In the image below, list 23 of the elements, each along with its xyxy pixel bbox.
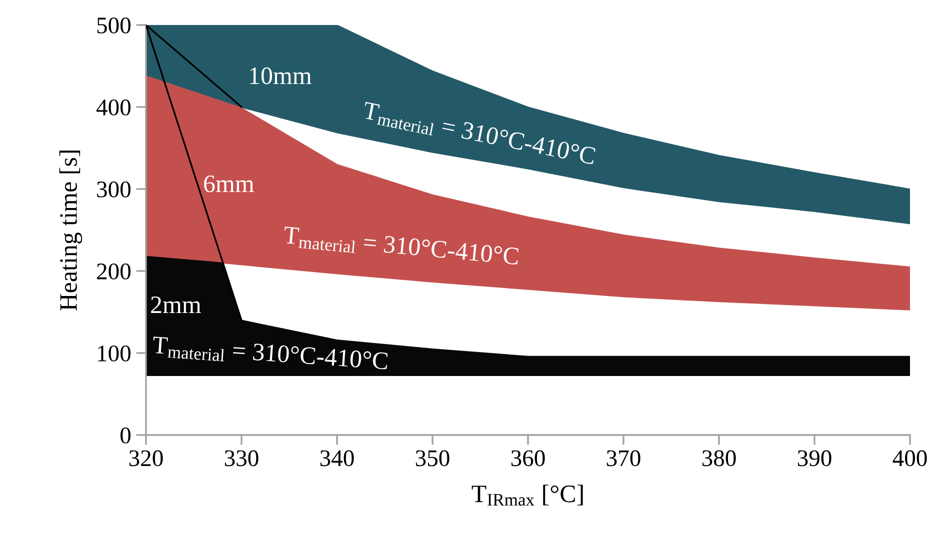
x-tick-label: 390 <box>798 450 832 466</box>
annotation: 6mm <box>204 175 254 192</box>
x-tick-label: 320 <box>129 450 163 466</box>
x-tick-label: 380 <box>702 450 736 466</box>
x-tick-label: 360 <box>511 450 545 466</box>
y-tick-label: 200 <box>97 263 131 280</box>
y-axis-title: Heating time [s] <box>59 150 82 311</box>
x-tick-label: 370 <box>606 450 640 466</box>
x-axis-title: T$_{IRmax}$ [°C] <box>472 484 583 506</box>
y-tick-label: 500 <box>97 17 131 34</box>
annotation: 2mm <box>151 296 201 313</box>
annotation: T$_{material}$ = 310°C-410°C <box>362 102 596 168</box>
annotation: T$_{material}$ = 310°C-410°C <box>283 226 519 268</box>
x-tick-label: 340 <box>320 450 354 466</box>
y-tick-label: 0 <box>120 427 131 444</box>
annotation: 10mm <box>250 67 312 84</box>
x-tick-label: 400 <box>892 450 927 466</box>
x-tick-label: 330 <box>224 450 258 466</box>
y-tick-label: 100 <box>98 345 131 362</box>
y-tick-label: 400 <box>96 99 131 116</box>
x-tick-label: 350 <box>416 450 450 466</box>
y-tick-label: 300 <box>97 181 131 198</box>
annotation: T$_{material}$ = 310°C-410°C <box>152 336 388 373</box>
